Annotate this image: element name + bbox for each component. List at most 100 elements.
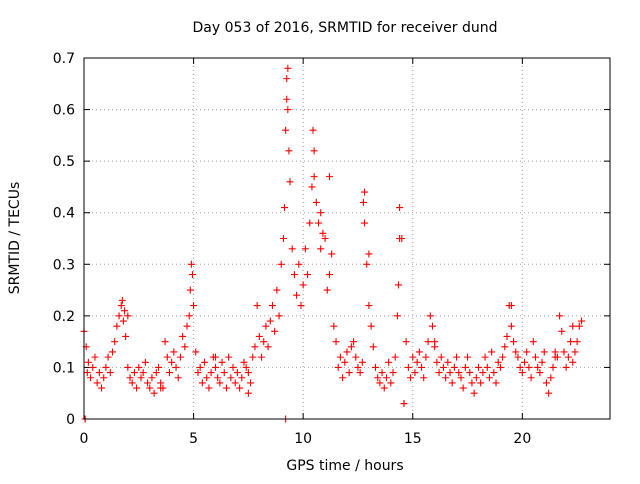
data-point: [188, 271, 196, 279]
data-point: [483, 363, 491, 371]
data-point: [475, 363, 482, 371]
data-point: [459, 384, 467, 392]
x-tick-label: 20: [513, 431, 531, 447]
data-point: [334, 363, 342, 371]
data-point: [380, 384, 388, 392]
data-point: [277, 260, 285, 268]
data-point: [100, 374, 108, 382]
data-point: [198, 379, 206, 387]
data-point: [183, 322, 191, 330]
data-point: [496, 363, 504, 371]
data-point: [229, 363, 237, 371]
data-point: [558, 327, 566, 335]
data-point: [168, 358, 176, 366]
data-point: [155, 363, 163, 371]
data-point: [321, 235, 329, 242]
data-point: [479, 369, 487, 377]
data-point: [350, 338, 358, 346]
data-point: [365, 250, 373, 258]
data-point: [288, 245, 296, 253]
data-point: [356, 369, 364, 377]
data-point: [146, 384, 154, 392]
data-point: [144, 379, 152, 387]
data-point: [290, 271, 298, 279]
y-tick-label: 0.7: [53, 51, 75, 67]
data-point: [163, 353, 171, 361]
data-point: [310, 173, 318, 181]
data-point: [485, 374, 493, 382]
data-point: [492, 379, 500, 387]
data-point: [332, 338, 340, 346]
axis-ticks: 0 0.1 0.2 0.3 0.4 0.5 0.6 0.7 0 5 10 15 20: [53, 51, 610, 447]
data-point: [461, 363, 469, 371]
data-point: [341, 358, 349, 366]
data-point: [187, 260, 195, 268]
data-point: [562, 363, 570, 371]
data-point: [499, 353, 507, 361]
data-point: [104, 353, 112, 361]
data-point: [569, 358, 577, 366]
data-point: [409, 353, 417, 361]
data-point: [242, 363, 250, 371]
data-point: [179, 332, 187, 340]
data-point: [376, 379, 384, 387]
data-point: [170, 348, 178, 356]
data-point: [424, 338, 432, 346]
data-point: [556, 312, 564, 320]
data-point: [244, 389, 252, 397]
data-point: [396, 235, 404, 242]
data-point: [139, 369, 147, 377]
data-point: [325, 271, 333, 279]
data-point: [382, 374, 390, 382]
x-tick-label: 10: [294, 431, 312, 447]
data-point: [102, 363, 110, 371]
data-point: [295, 260, 303, 268]
data-point: [433, 358, 441, 366]
data-point: [258, 353, 266, 361]
data-point: [439, 363, 447, 371]
data-point: [477, 379, 485, 387]
data-point: [133, 384, 141, 392]
data-point: [395, 281, 403, 289]
data-point: [575, 322, 583, 330]
data-point: [472, 374, 480, 382]
data-point: [161, 338, 169, 346]
data-point: [404, 363, 412, 371]
y-tick-label: 0.4: [53, 206, 75, 222]
data-point: [203, 374, 211, 382]
data-point: [369, 343, 377, 351]
data-point: [523, 348, 531, 356]
data-point: [150, 389, 158, 397]
grid-lines: [84, 58, 610, 419]
data-point: [309, 126, 317, 134]
data-point: [317, 209, 325, 217]
y-tick-label: 0.1: [53, 360, 75, 376]
data-point: [389, 369, 397, 377]
data-point: [111, 338, 119, 346]
data-point: [212, 363, 219, 371]
data-point: [141, 358, 149, 366]
data-point: [126, 374, 134, 382]
data-point: [297, 302, 305, 310]
data-point: [214, 374, 222, 382]
data-point: [117, 302, 125, 310]
data-point: [137, 374, 145, 382]
data-point: [299, 281, 307, 289]
data-point: [354, 363, 362, 371]
data-point: [415, 348, 423, 356]
data-point: [481, 353, 489, 361]
y-tick-label: 0.5: [53, 154, 75, 170]
data-point: [367, 322, 375, 330]
data-points: [80, 64, 586, 423]
data-point: [222, 384, 230, 392]
data-point: [284, 106, 292, 114]
data-point: [488, 348, 496, 356]
x-tick-label: 0: [80, 431, 89, 447]
x-tick-label: 5: [189, 431, 198, 447]
data-point: [135, 363, 143, 371]
data-point: [152, 369, 160, 377]
data-point: [83, 369, 91, 377]
data-point: [426, 312, 434, 320]
chart-title: Day 053 of 2016, SRMTID for receiver dun…: [193, 20, 498, 36]
data-point: [560, 348, 568, 356]
